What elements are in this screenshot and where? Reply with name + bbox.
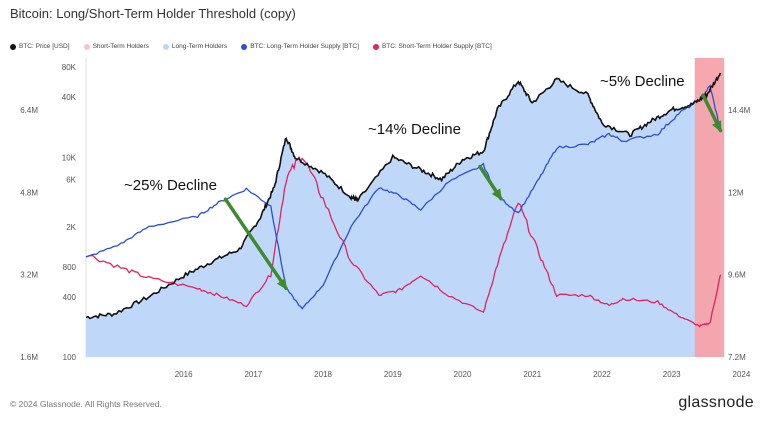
x-tick-label: 2017 (244, 370, 262, 379)
x-tick-label: 2021 (523, 370, 541, 379)
legend-item-sth-supply[interactable]: BTC: Short-Term Holder Supply [BTC] (372, 43, 492, 50)
lth-area-layer (86, 72, 721, 358)
copyright-footer: © 2024 Glassnode. All Rights Reserved. (10, 399, 162, 409)
chart-title: Bitcoin: Long/Short-Term Holder Threshol… (10, 6, 296, 21)
chart-legend: BTC: Price [USD] Short-Term Holders Long… (10, 43, 492, 50)
legend-swatch-icon (372, 43, 379, 50)
x-tick-label: 2020 (454, 370, 472, 379)
price-tick-label: 400 (63, 293, 77, 302)
legend-item-lth[interactable]: Long-Term Holders (162, 43, 228, 50)
axes-layer: 2016 2017 2018 2019 2020 2021 2022 2023 2024 100 4… (20, 63, 751, 379)
price-tick-label: 80K (62, 63, 77, 72)
legend-label: BTC: Price [USD] (19, 43, 70, 50)
annotation-layer: ~25% Decline ~14% Decline ~5% Decline (124, 73, 723, 291)
series-layer (85, 72, 722, 328)
right-tick-label: 14.4M (728, 106, 751, 115)
price-line (85, 72, 722, 320)
x-tick-label: 2018 (314, 370, 332, 379)
left-tick-label: 4.8M (20, 188, 38, 197)
sth-supply-line (85, 155, 722, 328)
legend-swatch-icon (83, 43, 90, 50)
left-tick-label: 6.4M (20, 106, 38, 115)
sth-region-layer (694, 58, 724, 357)
glassnode-logo: glassnode (678, 394, 754, 411)
price-tick-label: 40K (62, 93, 77, 102)
decline-label: ~25% Decline (124, 177, 217, 194)
legend-item-price[interactable]: BTC: Price [USD] (10, 43, 70, 50)
legend-item-lth-supply[interactable]: BTC: Long-Term Holder Supply [BTC] (241, 43, 359, 50)
legend-item-sth[interactable]: Short-Term Holders (83, 43, 149, 50)
left-tick-label: 3.2M (20, 271, 38, 280)
lth-area-fill (86, 72, 721, 358)
right-tick-label: 7.2M (728, 353, 746, 362)
price-tick-label: 800 (63, 263, 77, 272)
decline-arrow-head-icon (276, 278, 288, 291)
legend-label: BTC: Long-Term Holder Supply [BTC] (250, 43, 359, 50)
decline-arrow-head-icon (712, 120, 722, 133)
right-tick-label: 9.6M (728, 271, 746, 280)
decline-arrow-shaft (223, 197, 288, 291)
x-tick-label: 2023 (663, 370, 681, 379)
price-tick-label: 10K (62, 153, 77, 162)
price-tick-label: 100 (63, 353, 77, 362)
decline-label: ~14% Decline (368, 121, 461, 138)
x-tick-label: 2022 (593, 370, 611, 379)
x-tick-label: 2024 (733, 370, 751, 379)
price-tick-label: 2K (66, 223, 76, 232)
legend-swatch-icon (162, 43, 169, 50)
lth-supply-line (85, 84, 722, 310)
x-tick-label: 2019 (384, 370, 402, 379)
decline-arrow-head-icon (491, 188, 502, 201)
price-tick-label: 6K (66, 175, 76, 184)
legend-label: Short-Term Holders (92, 43, 149, 50)
legend-label: Long-Term Holders (171, 43, 228, 50)
x-tick-label: 2016 (175, 370, 193, 379)
decline-label: ~5% Decline (600, 73, 685, 90)
sth-region (694, 58, 724, 357)
legend-swatch-icon (10, 43, 16, 50)
right-tick-label: 12M (728, 188, 744, 197)
legend-swatch-icon (241, 43, 248, 50)
left-tick-label: 1.6M (20, 353, 38, 362)
legend-label: BTC: Short-Term Holder Supply [BTC] (381, 43, 492, 50)
